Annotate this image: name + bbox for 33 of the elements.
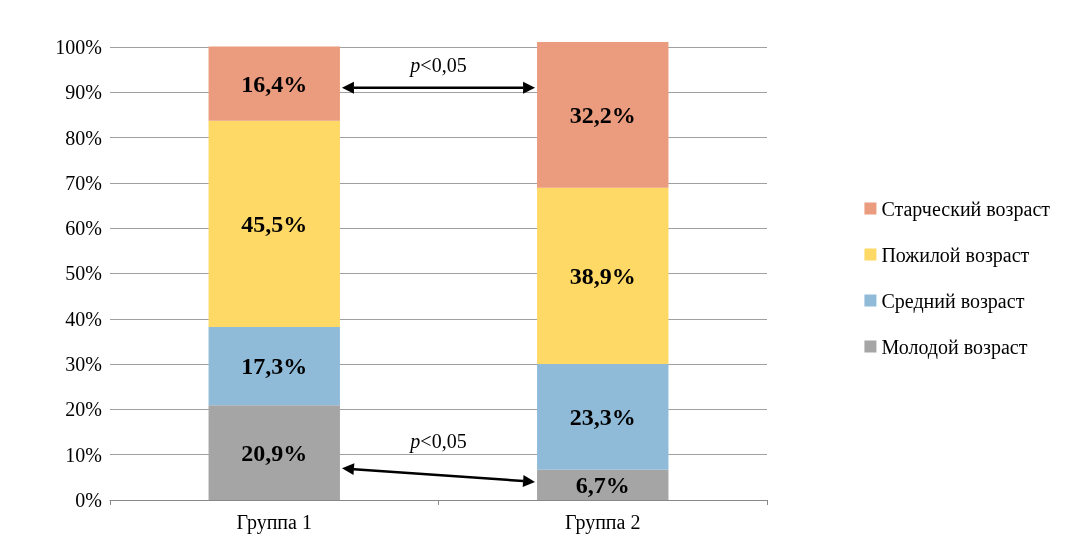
x-tick-label: Группа 1: [236, 511, 312, 534]
legend-label: Старческий возраст: [881, 197, 1051, 221]
data-label: 23,3%: [569, 403, 636, 430]
legend-label: Средний возраст: [881, 289, 1025, 313]
annotation: p<0,05: [410, 53, 467, 77]
data-label: 20,9%: [241, 439, 308, 466]
y-tick-label: 50%: [65, 262, 102, 285]
data-label: 6,7%: [575, 471, 630, 498]
y-tick-label: 70%: [65, 171, 102, 194]
data-label: 38,9%: [569, 262, 636, 289]
bar: [208, 326, 340, 406]
y-tick-label: 10%: [65, 443, 102, 466]
data-label: 17,3%: [241, 353, 308, 380]
y-tick-label: 100%: [55, 35, 102, 58]
y-tick-label: 20%: [65, 398, 102, 421]
legend-label: Молодой возраст: [881, 335, 1028, 359]
bar: [208, 120, 340, 327]
y-tick-label: 60%: [65, 217, 102, 240]
data-label: 45,5%: [241, 210, 308, 237]
x-tick-label: Группа 2: [565, 511, 641, 534]
annotation: p<0,05: [410, 429, 467, 453]
bar: [537, 42, 669, 188]
data-label: 16,4%: [241, 70, 308, 97]
legend-label: Пожилой возраст: [881, 243, 1030, 267]
y-tick-label: 30%: [65, 353, 102, 376]
y-tick-label: 40%: [65, 307, 102, 330]
y-tick-label: 0%: [75, 489, 102, 511]
y-tick-label: 90%: [65, 81, 102, 104]
data-label: 32,2%: [569, 101, 636, 128]
bar: [208, 46, 340, 121]
y-tick-label: 80%: [65, 126, 102, 149]
bar: [537, 364, 669, 470]
bar: [537, 187, 669, 365]
